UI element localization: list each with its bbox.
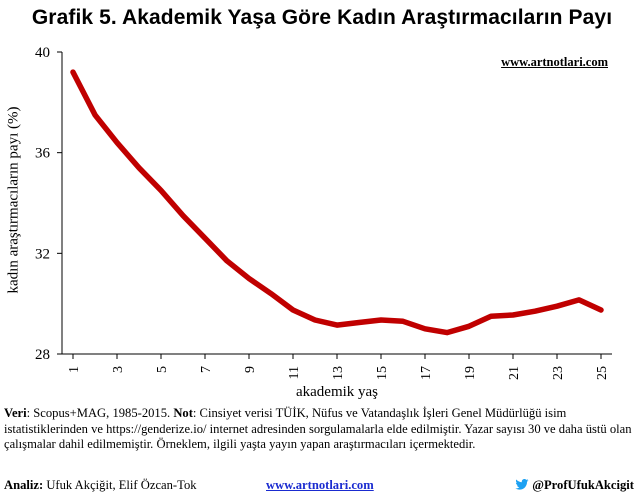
twitter-handle-text: @ProfUfukAkcigit: [532, 478, 634, 492]
analysis-credit: Analiz: Ufuk Akçiğit, Elif Özcan-Tok: [4, 478, 197, 493]
x-tick-label: 21: [507, 366, 522, 380]
x-tick-label: 15: [375, 366, 390, 380]
x-tick-label: 7: [199, 366, 214, 373]
y-tick-label: 28: [35, 347, 50, 363]
twitter-handle[interactable]: @ProfUfukAkcigit: [515, 478, 634, 493]
x-tick-label: 11: [287, 366, 302, 379]
x-tick-label: 9: [243, 366, 258, 373]
x-tick-label: 13: [331, 366, 346, 380]
chart-title: Grafik 5. Akademik Yaşa Göre Kadın Araşt…: [31, 6, 613, 29]
y-axis-ticks: 28 32 36 40: [35, 45, 62, 363]
x-axis-ticks: 1 3 5 7 9 11 13 15 17 19 21 23 25: [67, 354, 610, 380]
analiz-label: Analiz:: [4, 478, 44, 492]
x-tick-label: 1: [67, 366, 82, 373]
source-note: Veri: Scopus+MAG, 1985-2015. Not: Cinsiy…: [4, 406, 640, 453]
x-tick-label: 19: [463, 366, 478, 380]
chart-axes: [61, 52, 612, 355]
y-tick-label: 36: [35, 146, 51, 162]
veri-label: Veri: [4, 406, 27, 420]
x-tick-label: 23: [551, 366, 566, 380]
x-tick-label: 17: [419, 366, 434, 380]
x-axis-label: akademik yaş: [296, 384, 378, 400]
watermark-link[interactable]: www.artnotlari.com: [501, 55, 608, 69]
x-tick-label: 5: [155, 366, 170, 373]
x-tick-label: 3: [111, 366, 126, 373]
twitter-bird-icon: [515, 479, 529, 490]
not-label: Not: [173, 406, 193, 420]
site-link[interactable]: www.artnotlari.com: [266, 478, 374, 492]
y-tick-label: 32: [35, 246, 50, 262]
y-axis-label: kadın araştırmacıların payı (%): [5, 106, 22, 294]
series-line: [70, 69, 604, 336]
x-tick-label: 25: [595, 366, 610, 380]
series-layer: [70, 69, 604, 336]
y-tick-label: 40: [35, 45, 50, 61]
not-text: : Cinsiyet verisi TÜİK, Nüfus ve Vatanda…: [4, 406, 632, 451]
authors-text: Ufuk Akçiğit, Elif Özcan-Tok: [43, 478, 197, 492]
veri-text: : Scopus+MAG, 1985-2015.: [26, 406, 174, 420]
